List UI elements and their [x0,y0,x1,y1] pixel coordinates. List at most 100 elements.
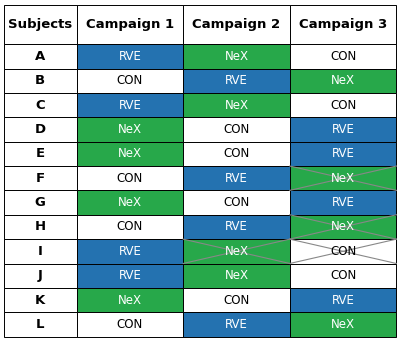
Bar [183,312,290,337]
Text: J: J [38,269,43,282]
Bar [4,93,76,117]
Bar [290,142,396,166]
Text: C: C [36,99,45,112]
Bar [76,142,183,166]
Text: A: A [35,50,45,63]
Text: Campaign 1: Campaign 1 [86,18,174,31]
Bar [4,117,76,142]
Bar [4,288,76,312]
Bar [183,264,290,288]
Bar [183,117,290,142]
Bar [4,312,76,337]
Text: RVE: RVE [118,269,141,282]
Bar [4,264,76,288]
Text: Subjects: Subjects [8,18,72,31]
Bar [76,117,183,142]
Bar [76,69,183,93]
Text: K: K [35,293,45,307]
Text: NeX: NeX [331,318,355,331]
Text: G: G [35,196,46,209]
Text: RVE: RVE [332,123,354,136]
Text: I: I [38,245,43,258]
Bar [183,288,290,312]
Bar [183,5,290,44]
Bar [183,190,290,215]
Bar [76,166,183,190]
Text: RVE: RVE [332,147,354,160]
Text: NeX: NeX [224,50,248,63]
Bar [290,190,396,215]
Text: CON: CON [117,318,143,331]
Text: CON: CON [330,245,356,258]
Text: NeX: NeX [118,293,142,307]
Text: NeX: NeX [118,147,142,160]
Bar [4,69,76,93]
Text: RVE: RVE [118,50,141,63]
Text: CON: CON [117,74,143,87]
Bar [76,264,183,288]
Text: CON: CON [117,220,143,234]
Text: CON: CON [223,293,250,307]
Text: D: D [35,123,46,136]
Bar [290,288,396,312]
Bar [290,264,396,288]
Bar [76,239,183,264]
Text: NeX: NeX [224,269,248,282]
Bar [183,93,290,117]
Text: NeX: NeX [118,196,142,209]
Bar [183,69,290,93]
Bar [183,44,290,69]
Text: RVE: RVE [332,293,354,307]
Text: RVE: RVE [118,99,141,112]
Bar [183,142,290,166]
Bar [76,93,183,117]
Bar [76,215,183,239]
Text: NeX: NeX [224,245,248,258]
Text: CON: CON [330,269,356,282]
Text: CON: CON [223,147,250,160]
Bar [290,44,396,69]
Text: E: E [36,147,45,160]
Text: NeX: NeX [224,99,248,112]
Bar [76,190,183,215]
Text: CON: CON [117,172,143,185]
Bar [4,166,76,190]
Text: NeX: NeX [118,123,142,136]
Bar [290,117,396,142]
Bar [4,190,76,215]
Text: RVE: RVE [225,318,248,331]
Bar [183,239,290,264]
Text: RVE: RVE [332,196,354,209]
Bar [76,5,183,44]
Bar [4,5,76,44]
Text: NeX: NeX [331,172,355,185]
Text: Campaign 2: Campaign 2 [192,18,280,31]
Text: CON: CON [330,99,356,112]
Bar [290,93,396,117]
Text: L: L [36,318,44,331]
Text: F: F [36,172,45,185]
Bar [183,215,290,239]
Bar [290,215,396,239]
Text: NeX: NeX [331,74,355,87]
Bar [76,312,183,337]
Bar [76,44,183,69]
Text: RVE: RVE [225,220,248,234]
Text: CON: CON [223,196,250,209]
Text: RVE: RVE [225,172,248,185]
Bar [290,5,396,44]
Bar [4,215,76,239]
Text: B: B [35,74,45,87]
Bar [290,239,396,264]
Text: NeX: NeX [331,220,355,234]
Text: H: H [35,220,46,234]
Bar [4,44,76,69]
Text: RVE: RVE [118,245,141,258]
Bar [290,69,396,93]
Text: Campaign 3: Campaign 3 [299,18,387,31]
Bar [290,166,396,190]
Bar [290,312,396,337]
Text: CON: CON [330,50,356,63]
Text: RVE: RVE [225,74,248,87]
Bar [183,166,290,190]
